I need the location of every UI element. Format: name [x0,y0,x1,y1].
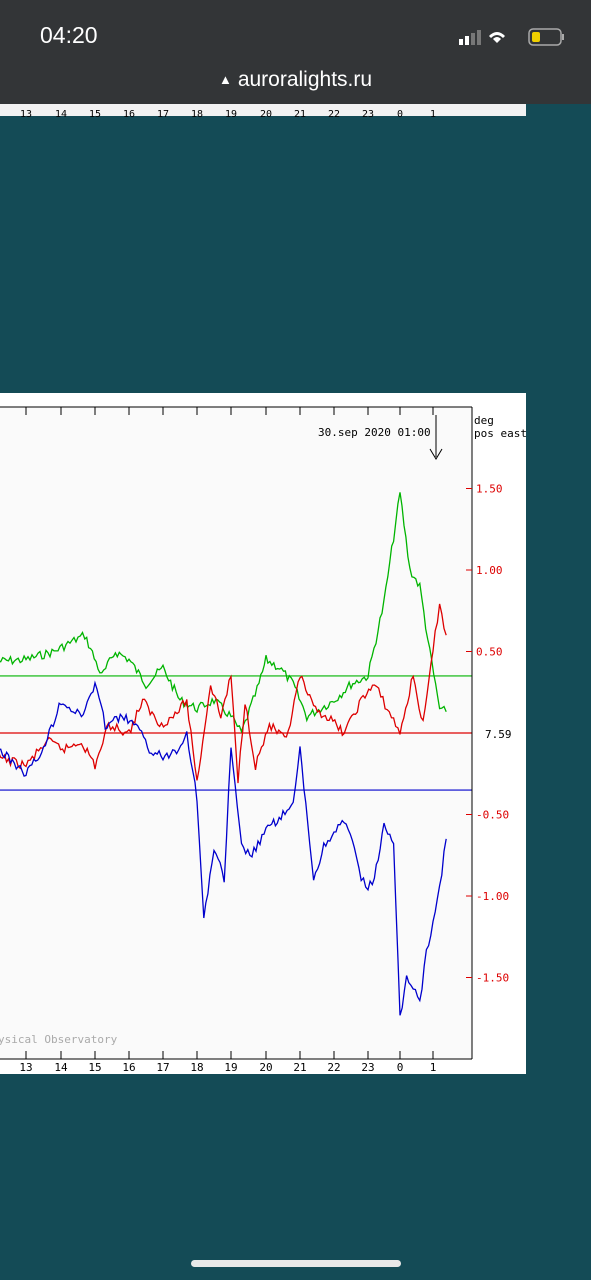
top-hour-label: 17 [157,109,169,119]
x-tick-label: 1 [430,1061,437,1074]
series-line [0,492,447,734]
previous-chart-strip: 13 14 15 16 17 18 19 20 21 22 23 0 1 [0,104,526,120]
top-hour-label: 21 [294,109,306,119]
unit-label: deg [474,414,494,427]
top-hour-label: 16 [123,109,135,119]
y-tick-label: -0.50 [476,809,509,822]
top-hour-label: 19 [225,109,237,119]
top-hour-label: 1 [430,109,436,119]
x-tick-label: 16 [122,1061,135,1074]
observatory-watermark: ysical Observatory [0,1033,118,1046]
status-icons [459,27,569,47]
x-tick-label: 13 [19,1061,32,1074]
top-hour-label: 23 [362,109,374,119]
magnetometer-chart: 13 14 15 16 17 18 19 20 21 22 23 0 1 1.50 1.00 0.50 -0.… [0,393,527,1074]
status-time: 04:20 [40,22,98,48]
top-hour-label: 0 [397,109,403,119]
direction-label: pos east [474,427,526,440]
x-tick-label: 0 [397,1061,404,1074]
y-tick-label: 1.00 [476,564,503,577]
top-hour-label: 14 [55,109,67,119]
timestamp-label: 30.sep 2020 01:00 [318,426,431,439]
chart-svg: 13 14 15 16 17 18 19 20 21 22 23 0 1 1.50 1.00 0.50 -0.… [0,406,527,1074]
arrow-head-icon [429,448,443,460]
x-tick-label: 20 [259,1061,272,1074]
y-tick-label: 1.50 [476,483,503,496]
top-hour-label: 22 [328,109,340,119]
x-tick-label: 14 [54,1061,68,1074]
top-hour-label: 13 [20,109,32,119]
top-hour-axis: 13 14 15 16 17 18 19 20 21 22 23 0 1 [20,109,436,120]
x-tick-label: 17 [156,1061,169,1074]
series-line [0,680,447,1016]
x-tick-label: 22 [327,1061,340,1074]
address-bar[interactable]: ▲ auroralights.ru [0,68,591,92]
y-tick-label: 0.50 [476,646,503,659]
signal-wifi-battery-icon [459,28,564,46]
baseline-label: 7.59 [485,728,512,741]
x-tick-label: 18 [190,1061,203,1074]
x-tick-label: 23 [361,1061,374,1074]
series-line [0,603,447,784]
warning-icon: ▲ [218,72,232,87]
status-bar: 04:20 ▲ auroralights.ru [0,0,591,104]
top-hour-label: 18 [191,109,203,119]
y-tick-label: -1.00 [476,890,509,903]
home-indicator[interactable] [191,1260,401,1267]
top-hour-label: 20 [260,109,272,119]
y-tick-label: -1.50 [476,972,509,985]
x-tick-label: 19 [224,1061,237,1074]
top-hour-label: 15 [89,109,101,119]
x-tick-label: 21 [293,1061,306,1074]
url-text: auroralights.ru [237,68,373,91]
x-tick-label: 15 [88,1061,101,1074]
